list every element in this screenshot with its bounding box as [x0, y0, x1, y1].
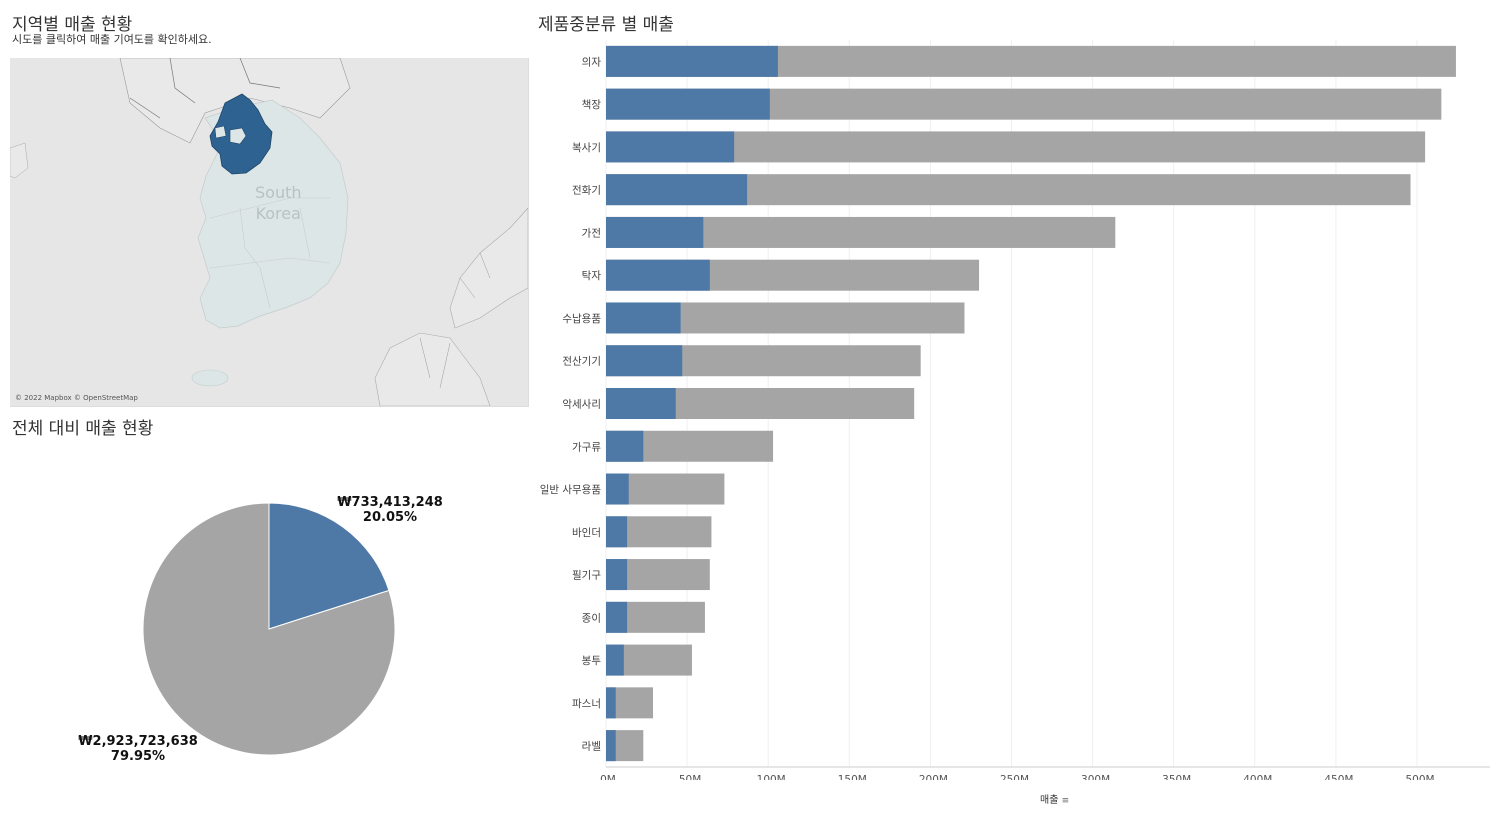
- pie-label-selected-value: ₩733,413,248: [337, 495, 443, 510]
- bar-selected[interactable]: [606, 687, 616, 719]
- category-label[interactable]: 전화기: [572, 185, 601, 197]
- bar-total[interactable]: [606, 131, 1426, 163]
- pie-label-selected-pct: 20.05%: [362, 510, 418, 525]
- country-label: South Korea: [255, 182, 302, 224]
- category-label[interactable]: 탁자: [582, 270, 602, 282]
- category-label[interactable]: 가전: [582, 227, 601, 239]
- border-line: [129, 58, 281, 119]
- pie-label-others-value: ₩2,923,723,638: [78, 734, 198, 749]
- country-label-line2: Korea: [255, 204, 301, 223]
- pie-slice-selected[interactable]: [268, 502, 390, 630]
- japan-prefecture-borders: [419, 252, 491, 389]
- bar-selected[interactable]: [606, 430, 644, 462]
- bar-selected[interactable]: [606, 174, 748, 206]
- map-canvas[interactable]: [10, 58, 528, 406]
- x-axis-title[interactable]: 매출 ≡: [1040, 791, 1069, 806]
- category-label[interactable]: 악세사리: [562, 399, 601, 411]
- map-subtitle: 시도를 클릭하여 매출 기여도를 확인하세요.: [12, 33, 212, 46]
- x-tick-label: 50M: [679, 774, 701, 780]
- bar-selected[interactable]: [606, 730, 616, 762]
- category-label[interactable]: 라벨: [582, 741, 601, 753]
- map-attribution[interactable]: © 2022 Mapbox © OpenStreetMap: [15, 394, 138, 402]
- category-label[interactable]: 수납용품: [562, 313, 601, 325]
- country-label-line1: South: [255, 183, 302, 202]
- bar-chart-title: 제품중분류 별 매출: [538, 15, 674, 35]
- pie-label-others: ₩2,923,723,638 79.95%: [70, 734, 206, 764]
- x-tick-label: 250M: [1000, 774, 1029, 780]
- jeju-island: [191, 369, 229, 387]
- x-tick-label: 350M: [1162, 774, 1191, 780]
- category-label[interactable]: 일반 사무용품: [540, 483, 602, 496]
- category-label[interactable]: 바인더: [572, 527, 601, 539]
- incheon-region[interactable]: [214, 125, 227, 139]
- bar-selected[interactable]: [606, 131, 735, 163]
- bar-selected[interactable]: [606, 473, 629, 505]
- bar-selected[interactable]: [606, 302, 681, 334]
- category-label[interactable]: 책장: [582, 99, 602, 111]
- pie-chart[interactable]: [0, 440, 530, 820]
- bar-selected[interactable]: [606, 259, 710, 291]
- category-label[interactable]: 봉투: [582, 655, 602, 667]
- west-coast-islands: [10, 142, 29, 179]
- seoul-region[interactable]: [229, 127, 247, 145]
- x-tick-label: 0M: [600, 774, 616, 780]
- bar-chart[interactable]: 0M 50M 100M 150M 200M 250M 300M 350M 400M 450M 500…: [530, 40, 1495, 780]
- bar-selected[interactable]: [606, 388, 676, 419]
- x-tick-label: 300M: [1081, 774, 1110, 780]
- region-map[interactable]: South Korea © 2022 Mapbox © OpenStreetMa…: [10, 58, 529, 407]
- bar-selected[interactable]: [606, 45, 778, 77]
- sort-descending-icon[interactable]: ≡: [1061, 796, 1070, 806]
- kyushu-land: [374, 332, 491, 406]
- category-label[interactable]: 종이: [582, 612, 601, 624]
- bar-selected[interactable]: [606, 516, 628, 548]
- map-title: 지역별 매출 현황: [12, 15, 133, 35]
- x-tick-label: 400M: [1243, 774, 1272, 780]
- x-tick-label: 100M: [757, 774, 786, 780]
- pie-label-others-pct: 79.95%: [110, 749, 166, 764]
- x-axis-title-text: 매출: [1040, 795, 1059, 806]
- pie-slice-others[interactable]: [142, 502, 396, 756]
- x-tick-label: 450M: [1324, 774, 1353, 780]
- bar-selected[interactable]: [606, 88, 770, 120]
- pie-title: 전체 대비 매출 현황: [12, 419, 154, 439]
- japan-land: [449, 207, 528, 329]
- bar-selected[interactable]: [606, 216, 704, 248]
- bar-selected[interactable]: [606, 644, 624, 676]
- bar-selected[interactable]: [606, 345, 683, 377]
- category-label[interactable]: 복사기: [572, 142, 601, 154]
- category-label[interactable]: 파스너: [572, 698, 601, 710]
- x-tick-label: 200M: [919, 774, 948, 780]
- bar-selected[interactable]: [606, 601, 628, 633]
- bar-selected[interactable]: [606, 559, 628, 591]
- x-tick-label: 150M: [838, 774, 867, 780]
- category-label[interactable]: 필기구: [572, 570, 601, 582]
- category-label[interactable]: 가구류: [572, 441, 601, 453]
- category-label[interactable]: 전산기기: [562, 356, 601, 368]
- x-tick-label: 500M: [1405, 774, 1434, 780]
- province-borders: [209, 197, 331, 309]
- pie-label-selected: ₩733,413,248 20.05%: [330, 495, 450, 525]
- category-label[interactable]: 의자: [582, 56, 602, 68]
